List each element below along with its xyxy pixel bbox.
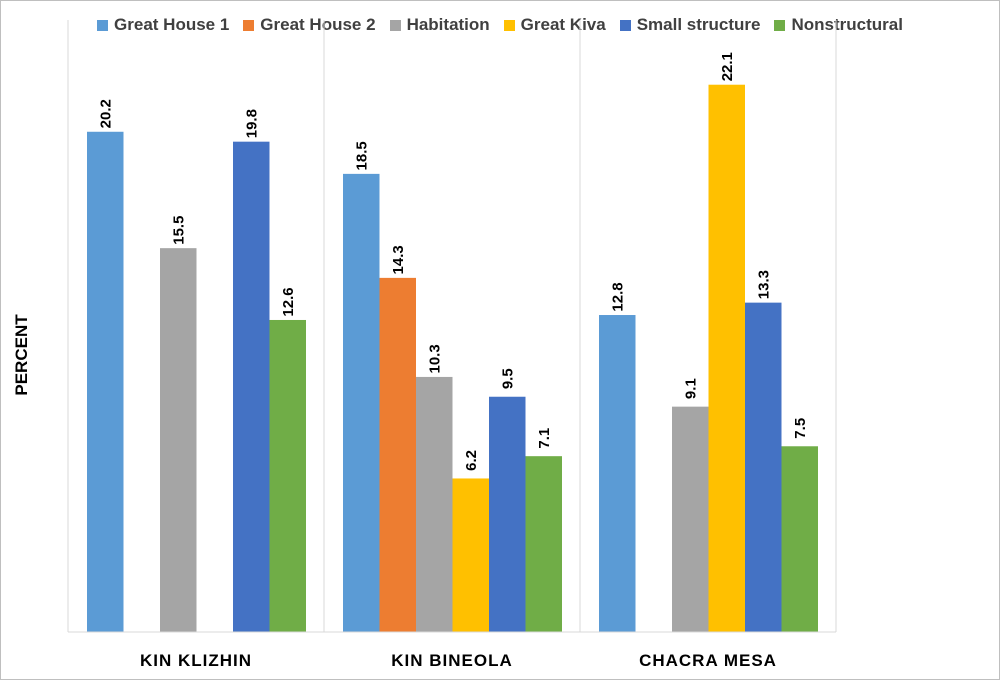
- bar-kin-klizhin-nonstructural: [269, 319, 306, 632]
- legend-swatch: [619, 19, 631, 31]
- data-label: 13.3: [755, 270, 772, 299]
- data-label: 7.1: [536, 428, 553, 449]
- x-tick-labels: KIN KLIZHIN KIN BINEOLA CHACRA MESA: [140, 651, 777, 670]
- bar-chacra-mesa-habitation: [672, 406, 709, 632]
- data-label: 12.6: [280, 287, 297, 316]
- legend-label: Great House 1: [114, 15, 230, 34]
- data-label: 18.5: [353, 141, 370, 170]
- legend-swatch: [243, 19, 255, 31]
- data-label: 15.5: [170, 216, 187, 245]
- x-tick-label: KIN BINEOLA: [391, 651, 513, 670]
- legend-item-great-house-1: Great House 1: [97, 15, 229, 35]
- data-label: 7.5: [792, 418, 809, 439]
- legend-swatch: [97, 19, 109, 31]
- legend-label: Great Kiva: [520, 15, 606, 34]
- x-tick-label: CHACRA MESA: [639, 651, 777, 670]
- data-label: 10.3: [426, 344, 443, 373]
- data-label: 9.5: [499, 368, 516, 389]
- data-label: 22.1: [719, 52, 736, 81]
- legend-swatch: [774, 19, 786, 31]
- data-label: 6.2: [463, 450, 480, 471]
- data-label: 9.1: [682, 378, 699, 399]
- bar-kin-klizhin-small-structure: [233, 141, 270, 632]
- bar-kin-bineola-great-house-2: [379, 277, 416, 632]
- bar-kin-bineola-great-house-1: [343, 173, 380, 633]
- bar-kin-bineola-great-kiva: [452, 478, 489, 632]
- data-label: 14.3: [390, 245, 407, 274]
- bar-chacra-mesa-small-structure: [745, 302, 782, 632]
- bar-chacra-mesa-great-kiva: [708, 84, 745, 632]
- bar-kin-bineola-small-structure: [489, 396, 526, 632]
- legend-label: Great House 2: [260, 15, 376, 34]
- bar-kin-klizhin-great-house-1: [87, 131, 124, 632]
- data-label: 20.2: [97, 99, 114, 128]
- bar-chacra-mesa-nonstructural: [781, 446, 818, 632]
- bars: [87, 84, 818, 633]
- category-separators: [67, 20, 837, 632]
- x-tick-label: KIN KLIZHIN: [140, 651, 252, 670]
- bar-kin-klizhin-habitation: [160, 248, 197, 632]
- legend-item-small-structure: Small structure: [619, 15, 761, 35]
- legend-label: Small structure: [636, 15, 761, 34]
- legend-swatch: [503, 19, 515, 31]
- bar-kin-bineola-habitation: [416, 376, 453, 632]
- data-label: 12.8: [609, 282, 626, 311]
- data-label: 19.8: [243, 109, 260, 138]
- legend-item-habitation: Habitation: [389, 15, 490, 35]
- legend-label: Habitation: [406, 15, 490, 34]
- legend-swatch: [389, 19, 401, 31]
- legend-label: Nonstructural: [791, 15, 903, 34]
- legend-item-great-house-2: Great House 2: [243, 15, 376, 35]
- legend-item-nonstructural: Nonstructural: [774, 15, 903, 35]
- legend-item-great-kiva: Great Kiva: [503, 15, 606, 35]
- bar-kin-bineola-nonstructural: [525, 456, 562, 632]
- bar-chacra-mesa-great-house-1: [599, 315, 636, 632]
- legend: Great House 1 Great House 2 Habitation Grea…: [0, 14, 1000, 36]
- data-labels: 20.2 15.5 19.8 12.6 18.5 14.3 10.3 6.2 9.5 7.1 12.…: [97, 52, 809, 471]
